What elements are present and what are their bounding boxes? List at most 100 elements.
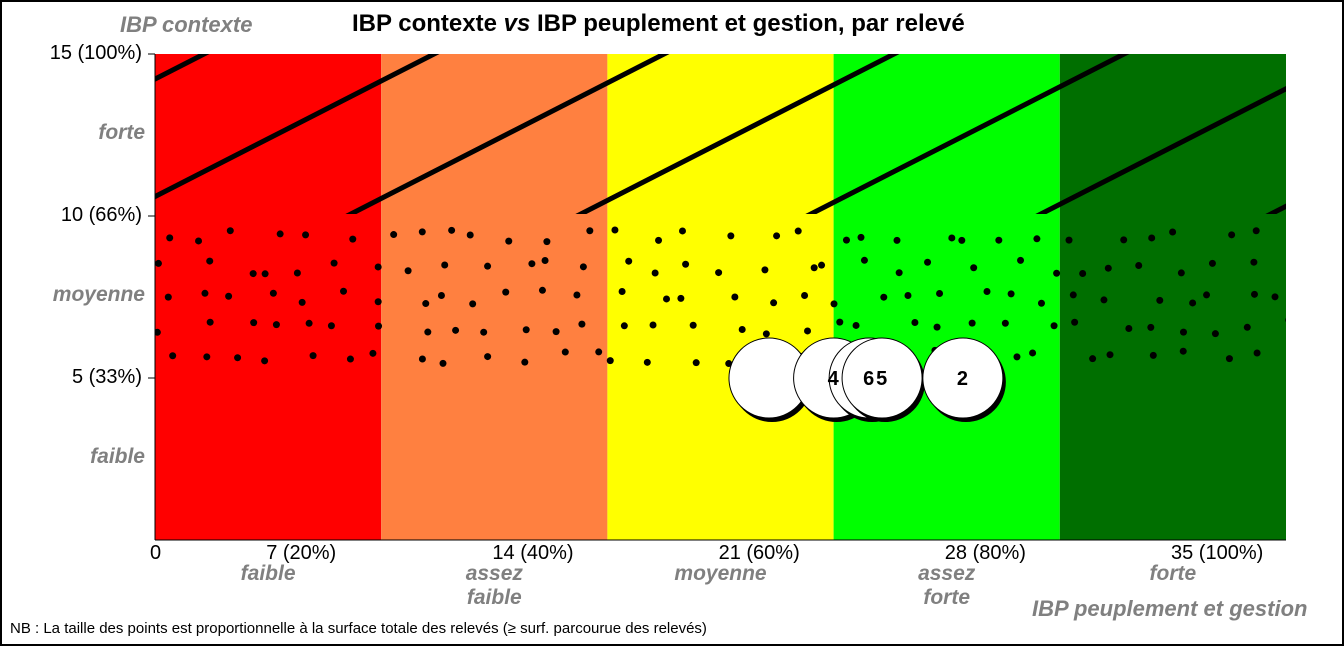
- bubble-label: 4: [828, 368, 840, 390]
- x-tick-label: 7 (20%): [266, 542, 337, 564]
- dot-pattern: [1309, 231, 1316, 238]
- x-band-3: [833, 54, 1060, 540]
- dot-pattern: [968, 319, 976, 327]
- dot-pattern: [374, 263, 382, 271]
- dot-pattern: [166, 234, 174, 242]
- dot-pattern: [1208, 259, 1216, 267]
- dot-pattern: [804, 327, 812, 335]
- x-tick-label: 28 (80%): [944, 542, 1026, 564]
- dot-pattern: [164, 293, 172, 301]
- dot-pattern: [1177, 269, 1185, 277]
- dot-pattern: [1106, 351, 1114, 359]
- dot-pattern: [762, 330, 770, 338]
- dot-pattern: [727, 232, 735, 240]
- dot-pattern: [422, 300, 430, 308]
- dot-pattern: [842, 236, 850, 244]
- dot-pattern: [810, 264, 818, 272]
- dot-pattern: [261, 357, 269, 365]
- dot-pattern: [484, 353, 492, 361]
- y-tick-label: 5 (33%): [71, 366, 142, 388]
- dot-pattern: [1029, 349, 1037, 357]
- dot-pattern: [390, 231, 398, 239]
- dot-pattern: [327, 322, 335, 330]
- x-band-0: [155, 54, 382, 540]
- dot-pattern: [677, 294, 685, 302]
- dot-pattern: [469, 300, 477, 308]
- dot-pattern: [692, 359, 700, 367]
- dot-pattern: [1179, 328, 1187, 336]
- dot-pattern: [552, 328, 560, 336]
- dot-pattern: [305, 319, 313, 327]
- dot-pattern: [936, 290, 944, 298]
- dot-pattern: [1017, 256, 1025, 264]
- dot-pattern: [1148, 234, 1156, 242]
- dot-pattern: [731, 293, 739, 301]
- dot-pattern: [249, 270, 257, 278]
- dot-pattern: [1156, 296, 1164, 304]
- dot-pattern: [655, 236, 663, 244]
- dot-pattern: [1050, 322, 1058, 330]
- hatch-line: [805, 54, 1130, 214]
- hatch-line: [575, 54, 900, 214]
- dot-pattern: [375, 322, 383, 330]
- x-band-label: faible: [240, 562, 296, 585]
- dot-pattern: [169, 352, 177, 360]
- dot-pattern: [302, 231, 310, 239]
- dot-pattern: [424, 328, 432, 336]
- dot-pattern: [538, 286, 546, 294]
- x-tick-label: 35 (100%): [1171, 542, 1264, 564]
- x-band-1: [381, 54, 608, 540]
- y-band-label: faible: [90, 445, 145, 468]
- x-band-label: moyenne: [674, 562, 767, 585]
- dot-pattern: [346, 355, 354, 363]
- dot-pattern: [1286, 258, 1293, 265]
- dot-pattern: [1001, 319, 1009, 327]
- dot-pattern: [1312, 317, 1319, 324]
- dot-pattern: [1033, 235, 1041, 243]
- dot-pattern: [418, 355, 426, 363]
- dot-pattern: [893, 236, 901, 244]
- y-tick-label: 15 (100%): [49, 42, 142, 64]
- dot-pattern: [1120, 236, 1128, 244]
- x-axis-title: IBP peuplement et gestion: [1032, 596, 1308, 621]
- dot-pattern: [1252, 227, 1260, 235]
- y-axis-title: IBP contexte: [120, 12, 253, 37]
- dot-pattern: [1169, 228, 1177, 236]
- dot-pattern: [649, 321, 657, 329]
- dot-pattern: [689, 321, 697, 329]
- dot-pattern: [1319, 266, 1326, 273]
- dot-pattern: [970, 264, 978, 272]
- dot-pattern: [261, 270, 269, 278]
- dot-pattern: [206, 318, 214, 326]
- dot-pattern: [484, 262, 492, 270]
- dot-pattern: [269, 289, 277, 297]
- dot-pattern: [1071, 318, 1079, 326]
- dot-pattern: [715, 269, 723, 277]
- dot-pattern: [1211, 330, 1219, 338]
- dot-pattern: [606, 357, 614, 365]
- x-band-4: [1059, 54, 1286, 540]
- y-tick-label: 10 (66%): [60, 204, 142, 226]
- dot-pattern: [579, 263, 587, 271]
- x-band-label: assez faible: [465, 562, 523, 609]
- dot-pattern: [418, 228, 426, 236]
- dot-pattern: [340, 287, 348, 295]
- dot-pattern: [309, 352, 317, 360]
- dot-pattern: [995, 236, 1003, 244]
- dot-pattern: [770, 299, 778, 307]
- dot-pattern: [618, 288, 626, 296]
- dot-pattern: [595, 348, 603, 356]
- dot-pattern: [625, 257, 633, 265]
- dot-pattern: [439, 359, 447, 367]
- dot-pattern: [738, 325, 746, 333]
- dot-pattern: [541, 257, 549, 265]
- dot-pattern: [250, 319, 258, 327]
- dot-pattern: [225, 292, 233, 300]
- dot-pattern: [404, 267, 412, 275]
- dot-pattern: [725, 360, 733, 368]
- dot-pattern: [195, 237, 203, 245]
- hatch-line: [155, 54, 440, 200]
- dot-pattern: [374, 298, 382, 306]
